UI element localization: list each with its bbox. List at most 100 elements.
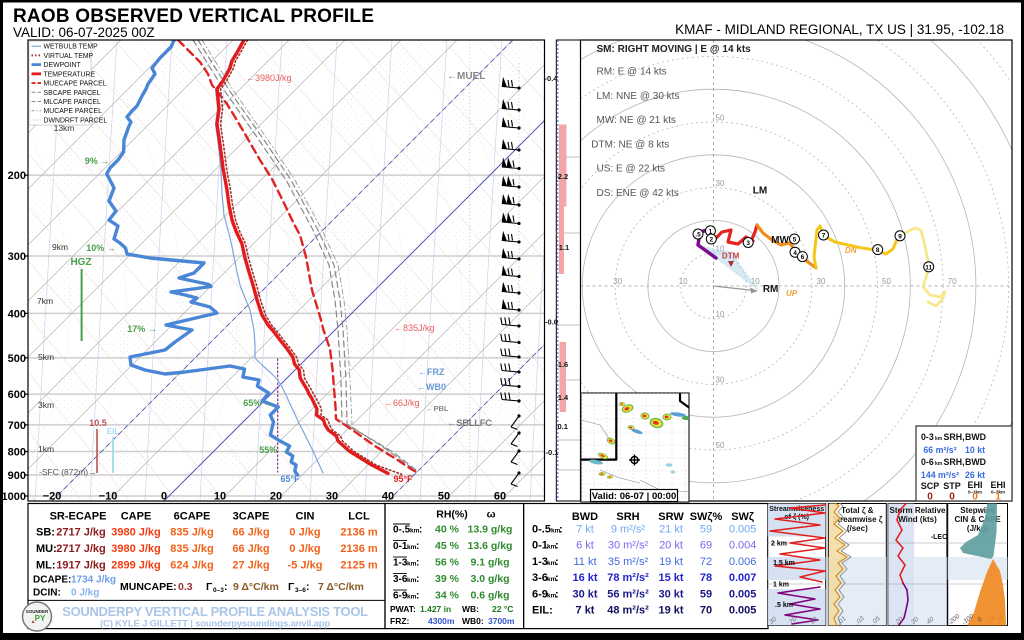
- svg-text:700: 700: [8, 420, 26, 432]
- svg-text:30: 30: [326, 491, 338, 503]
- svg-text:MUCAPE PARCEL: MUCAPE PARCEL: [44, 108, 103, 115]
- svg-text:km: km: [407, 544, 417, 551]
- svg-text:5km: 5km: [38, 352, 54, 362]
- svg-text:SRH,: SRH,: [944, 432, 965, 442]
- svg-text:15 kt: 15 kt: [658, 572, 683, 584]
- svg-text:EHI: EHI: [967, 480, 982, 490]
- svg-text:6 kt: 6 kt: [576, 540, 594, 552]
- svg-text:3.0 g/kg: 3.0 g/kg: [470, 573, 509, 585]
- svg-text:−20: −20: [43, 491, 62, 503]
- svg-text:(J/kg): (J/kg): [967, 524, 989, 533]
- svg-text:3-6: 3-6: [393, 574, 408, 585]
- svg-text:←FRZ: ←FRZ: [418, 367, 445, 377]
- svg-text:45 %: 45 %: [435, 540, 460, 552]
- svg-text:60: 60: [494, 491, 506, 503]
- svg-text:MU:: MU:: [36, 543, 57, 555]
- svg-text:VIRTUAL TEMP: VIRTUAL TEMP: [44, 53, 94, 60]
- svg-text:km: km: [551, 528, 561, 535]
- svg-text:UP: UP: [786, 289, 798, 298]
- svg-text:9% →: 9% →: [85, 156, 110, 166]
- svg-text:72: 72: [700, 556, 712, 568]
- svg-text:SRH: SRH: [616, 511, 639, 523]
- svg-text:CIN & CAPE: CIN & CAPE: [954, 515, 1001, 524]
- svg-text:DCAPE:: DCAPE:: [33, 575, 71, 586]
- svg-text:VALID: 06-07-2025 00Z: VALID: 06-07-2025 00Z: [13, 25, 155, 40]
- svg-text:DTM: DTM: [722, 252, 740, 261]
- svg-text:3: 3: [746, 240, 750, 247]
- svg-text:0–1km: 0–1km: [968, 490, 982, 495]
- svg-text:EIL: EIL: [107, 427, 120, 436]
- svg-text:BWD: BWD: [965, 432, 986, 442]
- svg-text:←66J/kg: ←66J/kg: [384, 398, 420, 408]
- svg-text:70: 70: [788, 616, 798, 626]
- svg-text::: :: [559, 524, 563, 536]
- svg-text:9 m²/s²: 9 m²/s²: [611, 524, 646, 536]
- svg-text:3km: 3km: [38, 400, 54, 410]
- svg-text:Total ζ &: Total ζ &: [841, 506, 874, 515]
- svg-text:1-3: 1-3: [532, 556, 548, 568]
- svg-text:3CAPE: 3CAPE: [233, 511, 270, 523]
- svg-text:MW: NE @ 21 kts: MW: NE @ 21 kts: [597, 115, 676, 126]
- svg-text:56 m²/s²: 56 m²/s²: [607, 588, 649, 600]
- svg-text:10: 10: [214, 491, 226, 503]
- svg-text:30 kt: 30 kt: [658, 588, 683, 600]
- svg-text:69: 69: [700, 540, 712, 552]
- svg-text:3700m: 3700m: [488, 616, 515, 626]
- svg-text:0 J/kg: 0 J/kg: [289, 543, 320, 555]
- svg-text:DCIN:: DCIN:: [33, 588, 61, 599]
- svg-text:7km: 7km: [37, 296, 53, 306]
- svg-text:Γ: Γ: [288, 581, 295, 593]
- svg-text:-0.1: -0.1: [546, 448, 559, 457]
- svg-text:ω: ω: [487, 509, 496, 521]
- svg-text:2717 J/kg: 2717 J/kg: [56, 543, 106, 555]
- svg-text:9km: 9km: [52, 242, 68, 252]
- svg-text:km: km: [547, 592, 557, 599]
- svg-text:66 J/kg: 66 J/kg: [232, 527, 269, 539]
- svg-text:1km: 1km: [38, 444, 54, 454]
- svg-text:Valid: 06-07 | 00:00: Valid: 06-07 | 00:00: [592, 491, 677, 502]
- svg-text:EIL:: EIL:: [532, 605, 553, 617]
- svg-text:0-.5: 0-.5: [532, 524, 551, 536]
- svg-text:km: km: [935, 436, 943, 442]
- svg-text:9: 9: [898, 233, 902, 240]
- svg-text:10% →: 10% →: [86, 243, 116, 253]
- svg-text:30: 30: [716, 179, 725, 188]
- svg-text:35 m²/s²: 35 m²/s²: [608, 556, 649, 568]
- svg-text:11 kt: 11 kt: [573, 556, 596, 568]
- svg-text:624 J/kg: 624 J/kg: [170, 560, 213, 572]
- svg-text:LM: LM: [753, 186, 767, 197]
- svg-text:78: 78: [700, 572, 712, 584]
- svg-text:1: 1: [995, 492, 1001, 503]
- svg-text:65°F: 65°F: [280, 474, 300, 484]
- svg-text:6: 6: [801, 254, 805, 261]
- svg-text:0: 0: [972, 492, 978, 503]
- svg-text:0.3: 0.3: [178, 581, 193, 593]
- svg-text:PY: PY: [35, 614, 46, 623]
- svg-text:7 kt: 7 kt: [576, 605, 595, 617]
- svg-text:km: km: [407, 594, 417, 601]
- svg-text:55% →: 55% →: [259, 445, 289, 455]
- svg-text:0: 0: [976, 616, 984, 624]
- svg-text:←3980J/kg: ←3980J/kg: [246, 73, 292, 83]
- svg-text:70: 70: [948, 277, 957, 286]
- svg-text:50: 50: [716, 441, 725, 450]
- svg-text:30: 30: [816, 277, 825, 286]
- svg-text:200: 200: [8, 170, 26, 182]
- svg-text:50: 50: [438, 491, 450, 503]
- svg-text:←MUEL: ←MUEL: [447, 71, 485, 82]
- svg-text::: :: [416, 591, 419, 602]
- svg-text:US: E @ 22 kts: US: E @ 22 kts: [597, 164, 666, 175]
- svg-text:1.4: 1.4: [558, 393, 569, 402]
- svg-text:3980 J/kg: 3980 J/kg: [111, 543, 161, 555]
- svg-text:-LEC: -LEC: [931, 534, 947, 541]
- svg-text:1734 J/kg: 1734 J/kg: [71, 575, 116, 586]
- svg-text:6-9: 6-9: [393, 591, 408, 602]
- svg-text:20: 20: [270, 491, 282, 503]
- svg-text:of ζ (%): of ζ (%): [784, 514, 809, 521]
- svg-text:DWNDRFT PARCEL: DWNDRFT PARCEL: [44, 117, 108, 124]
- svg-text:8: 8: [876, 247, 880, 254]
- svg-text:km: km: [410, 528, 420, 535]
- svg-text:26 kt: 26 kt: [965, 470, 985, 480]
- svg-text:.5: .5: [695, 232, 701, 239]
- svg-text:RAOB OBSERVED VERTICAL PROFILE: RAOB OBSERVED VERTICAL PROFILE: [13, 6, 374, 27]
